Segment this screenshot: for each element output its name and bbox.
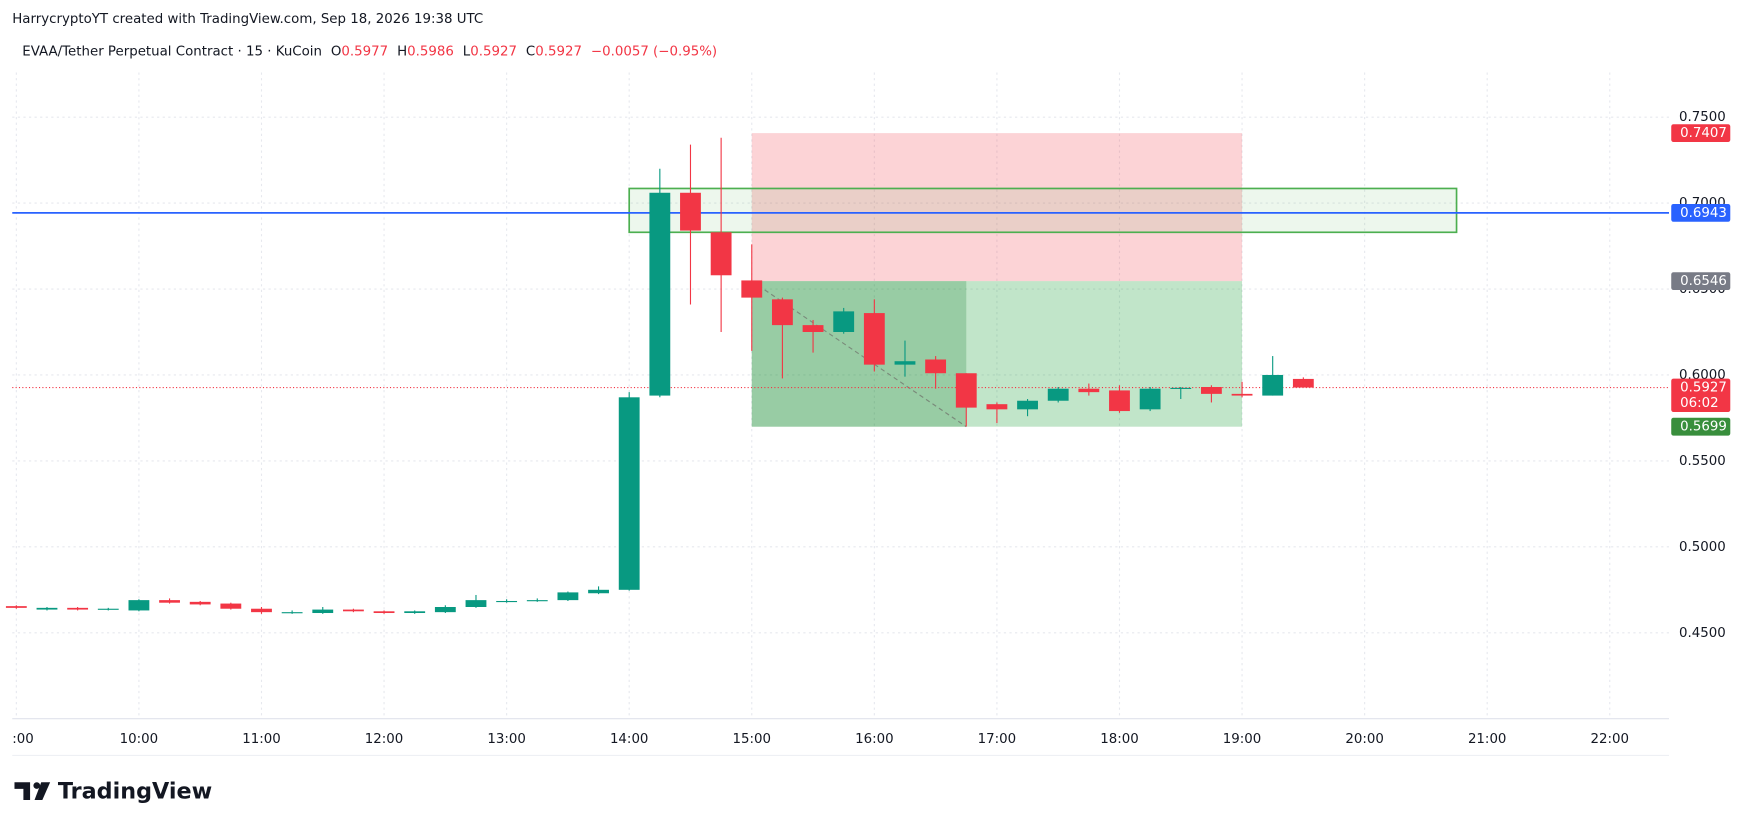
zone [628, 187, 1458, 234]
y-tick-label: 0.7500 [1679, 110, 1726, 125]
legend-label: L [463, 44, 471, 59]
x-tick-label: 16:00 [855, 732, 894, 747]
last-price-badge [1671, 378, 1731, 413]
candle-body [281, 612, 303, 614]
entry-badge-label: 0.6546 [1680, 274, 1727, 289]
candle-body [925, 359, 947, 374]
x-tick-label: 22:00 [1591, 732, 1630, 747]
candle-body [680, 192, 701, 231]
candle-body [1170, 387, 1192, 389]
legend-label: C [526, 44, 535, 59]
header: HarrycryptoYT created with TradingView.c… [12, 12, 483, 27]
candle-body [526, 600, 548, 602]
x-tick-label: 18:00 [1100, 732, 1139, 747]
legend-title: EVAA/Tether Perpetual Contract · 15 · Ku… [22, 44, 322, 59]
x-tick-label: 11:00 [242, 732, 281, 747]
candle-body [342, 609, 364, 612]
candle-body [802, 325, 824, 332]
legend-change: −0.0057 (−0.95%) [591, 44, 717, 59]
candle-body [955, 373, 977, 408]
candle-body [863, 313, 885, 365]
candle-body [741, 280, 763, 298]
x-tick-label: 10:00 [120, 732, 159, 747]
candle-body [465, 600, 487, 607]
candle-body [251, 608, 272, 613]
x-tick-label: 12:00 [365, 732, 404, 747]
legend-value: 0.5927 [470, 44, 517, 59]
candle-body [189, 601, 211, 605]
candle-body [1139, 388, 1161, 410]
candle-body [649, 192, 671, 396]
x-tick-label: 21:00 [1468, 732, 1507, 747]
x-tick-label: 20:00 [1345, 732, 1383, 747]
stop-zone [751, 133, 1243, 282]
candle-body [404, 611, 426, 614]
candle-body [833, 311, 855, 332]
candle-body [312, 609, 334, 614]
target-badge-label: 0.5699 [1680, 420, 1727, 435]
target-badge [1671, 417, 1731, 436]
candle-body [771, 299, 793, 326]
candle-body [220, 603, 242, 609]
candle-body [434, 606, 456, 613]
candle-body [1262, 374, 1284, 396]
x-tick-label: 14:00 [610, 732, 649, 747]
hline-badge [1671, 203, 1731, 222]
candle-body [1200, 386, 1222, 394]
legend-label: O [331, 44, 342, 59]
candle-body [710, 232, 732, 276]
legend-value: 0.5927 [535, 44, 582, 59]
candle-body [67, 607, 89, 610]
stop-badge-label: 0.7407 [1680, 126, 1727, 141]
candle-body [618, 397, 640, 590]
last-price-badge-label: 0.5927 [1680, 381, 1727, 396]
candle-body [128, 600, 150, 611]
candle-body [1017, 400, 1038, 410]
legend-value: 0.5986 [407, 44, 454, 59]
legend-value: 0.5977 [341, 44, 388, 59]
x-tick-label: 19:00 [1223, 732, 1262, 747]
candle-body [5, 606, 27, 608]
candle-body [894, 361, 916, 365]
legend: EVAA/Tether Perpetual Contract · 15 · Ku… [22, 44, 717, 59]
candle-body [1109, 390, 1130, 412]
x-tick-label: 13:00 [487, 732, 526, 747]
stop-badge [1671, 124, 1731, 143]
candle-body [557, 592, 579, 601]
candle-body [1292, 378, 1314, 388]
candle-body [373, 611, 395, 614]
x-tick-label: :00 [12, 732, 34, 747]
candle-body [159, 600, 180, 603]
candle-body [1047, 388, 1069, 401]
y-tick-label: 0.5000 [1679, 540, 1726, 555]
candle-body [97, 608, 119, 610]
entry-badge [1671, 272, 1731, 291]
x-tick-label: 17:00 [978, 732, 1017, 747]
last-price-badge-countdown: 06:02 [1680, 396, 1718, 411]
y-tick-label: 0.5500 [1679, 454, 1726, 469]
brand: TradingView [58, 779, 212, 805]
candle-body [36, 607, 58, 610]
legend-label: H [397, 44, 407, 59]
candle-body [588, 589, 609, 594]
candle-body [496, 600, 518, 603]
candle-body [986, 404, 1008, 410]
candle-body [1078, 388, 1100, 393]
candle-body [1231, 393, 1253, 396]
hline-badge-label: 0.6943 [1680, 206, 1727, 221]
x-tick-label: 15:00 [733, 732, 772, 747]
y-tick-label: 0.4500 [1679, 626, 1726, 641]
logo: TradingView [14, 779, 212, 805]
